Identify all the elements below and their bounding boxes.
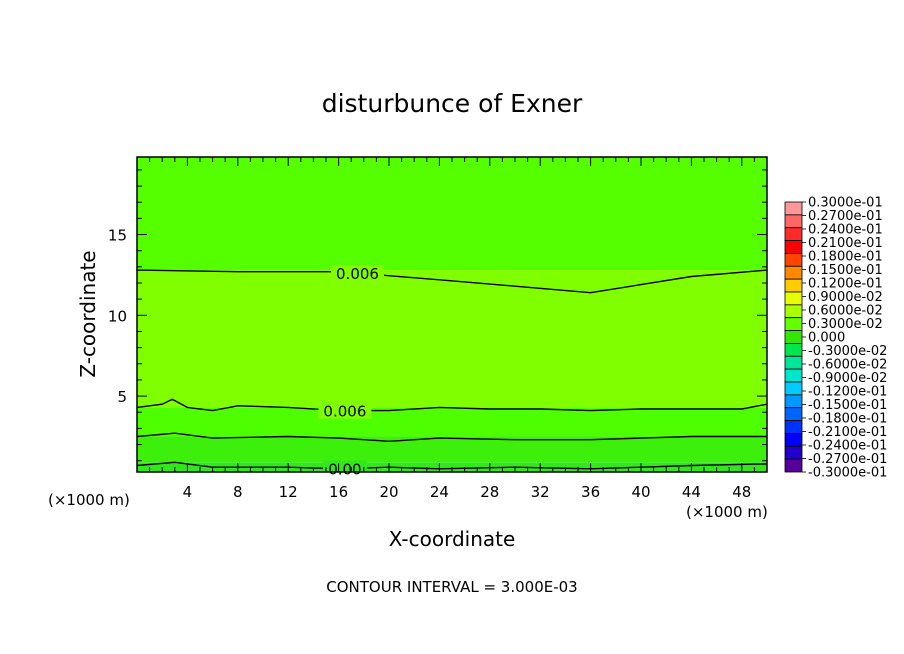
colorbar-label: 0.1500e-01 (808, 263, 883, 278)
colorbar-swatch (784, 420, 803, 434)
colorbar: 0.3000e-010.2700e-010.2400e-010.2100e-01… (784, 196, 887, 481)
colorbar-swatch (784, 343, 803, 357)
field-fill (137, 157, 767, 472)
y-axis-ticks: 5 10 15 (108, 169, 767, 462)
y-axis-label: Z-coordinate (76, 250, 100, 377)
x-tick-label: 48 (732, 483, 751, 501)
y-tick-label: 15 (108, 227, 127, 245)
colorbar-swatch (784, 240, 803, 254)
x-tick-label: 36 (581, 483, 600, 501)
x-tick-label: 8 (233, 483, 243, 501)
colorbar-swatch (784, 214, 803, 229)
x-tick-label: 16 (329, 483, 348, 501)
contour-labels: 0.006 0.006 0.00 (318, 265, 384, 479)
colorbar-label: -0.2700e-01 (808, 452, 887, 467)
x-tick-label: 32 (531, 483, 550, 501)
colorbar-swatch (784, 355, 803, 370)
contour-line-0 (137, 269, 767, 294)
colorbar-swatch (784, 445, 803, 460)
colorbar-swatch (784, 291, 803, 306)
colorbar-swatch (784, 433, 803, 447)
colorbar-label: -0.6000e-02 (808, 358, 887, 373)
colorbar-label: 0.1200e-01 (808, 277, 883, 292)
x-unit-left: (×1000 m) (48, 491, 130, 509)
contour-label-0: 0.006 (336, 265, 379, 283)
contour-label-1: 0.006 (323, 403, 366, 421)
colorbar-label: 0.3000e-02 (808, 317, 883, 332)
x-tick-label: 24 (430, 483, 449, 501)
colorbar-label: -0.1200e-01 (808, 385, 887, 400)
contour-label-3: 0.00 (328, 461, 361, 479)
colorbar-label: 0.2700e-01 (808, 209, 883, 224)
fill-band-1 (137, 436, 767, 463)
colorbar-label: -0.1800e-01 (808, 412, 887, 427)
colorbar-label: 0.000 (808, 331, 845, 346)
colorbar-label: 0.2100e-01 (808, 236, 883, 251)
contour-line-1 (137, 398, 767, 412)
contour-label-bg-0 (331, 265, 384, 282)
contour-line-2 (137, 432, 767, 443)
colorbar-swatch (784, 265, 803, 280)
x-unit-right: (×1000 m) (686, 503, 768, 521)
colorbar-swatch (784, 381, 803, 396)
colorbar-label: 0.1800e-01 (808, 250, 883, 265)
x-tick-label: 4 (183, 483, 193, 501)
chart-title: disturbunce of Exner (322, 89, 583, 118)
colorbar-swatch (784, 201, 803, 216)
contour-label-bg-3 (322, 460, 367, 471)
colorbar-label: -0.2100e-01 (808, 425, 887, 440)
fill-band-4 (137, 157, 767, 271)
x-tick-label: 12 (279, 483, 298, 501)
colorbar-label: -0.2400e-01 (808, 439, 887, 454)
x-axis-ticks: 4 8 12 16 20 24 28 32 36 40 44 48 (149, 157, 755, 501)
colorbar-label: 0.9000e-02 (808, 290, 883, 305)
colorbar-swatch (784, 317, 803, 331)
contour-label-bg-1 (318, 402, 372, 419)
colorbar-swatch (784, 278, 803, 293)
fill-band-3 (137, 270, 767, 408)
x-tick-label: 28 (480, 483, 499, 501)
x-tick-label: 40 (631, 483, 650, 501)
y-tick-label: 10 (108, 307, 127, 325)
colorbar-swatch (784, 368, 803, 383)
colorbar-label: 0.6000e-02 (808, 304, 883, 319)
colorbar-label: -0.3000e-02 (808, 344, 887, 359)
colorbar-swatch (784, 407, 803, 421)
colorbar-swatch (784, 330, 803, 344)
colorbar-swatch (784, 394, 803, 409)
colorbar-label: -0.1500e-01 (808, 398, 887, 413)
x-tick-label: 20 (379, 483, 398, 501)
colorbar-label: 0.3000e-01 (808, 196, 883, 211)
colorbar-swatch (784, 253, 803, 267)
colorbar-label: -0.3000e-01 (808, 466, 887, 481)
contour-interval-note: CONTOUR INTERVAL = 3.000E-03 (326, 578, 577, 596)
x-axis-label: X-coordinate (389, 527, 516, 551)
fill-band-2 (137, 407, 767, 437)
y-tick-label: 5 (117, 388, 127, 406)
colorbar-swatch (784, 458, 803, 473)
x-tick-label: 44 (682, 483, 701, 501)
colorbar-label: -0.9000e-02 (808, 371, 887, 386)
colorbar-label: 0.2400e-01 (808, 223, 883, 238)
colorbar-swatch (784, 304, 803, 319)
colorbar-swatch (784, 227, 803, 241)
